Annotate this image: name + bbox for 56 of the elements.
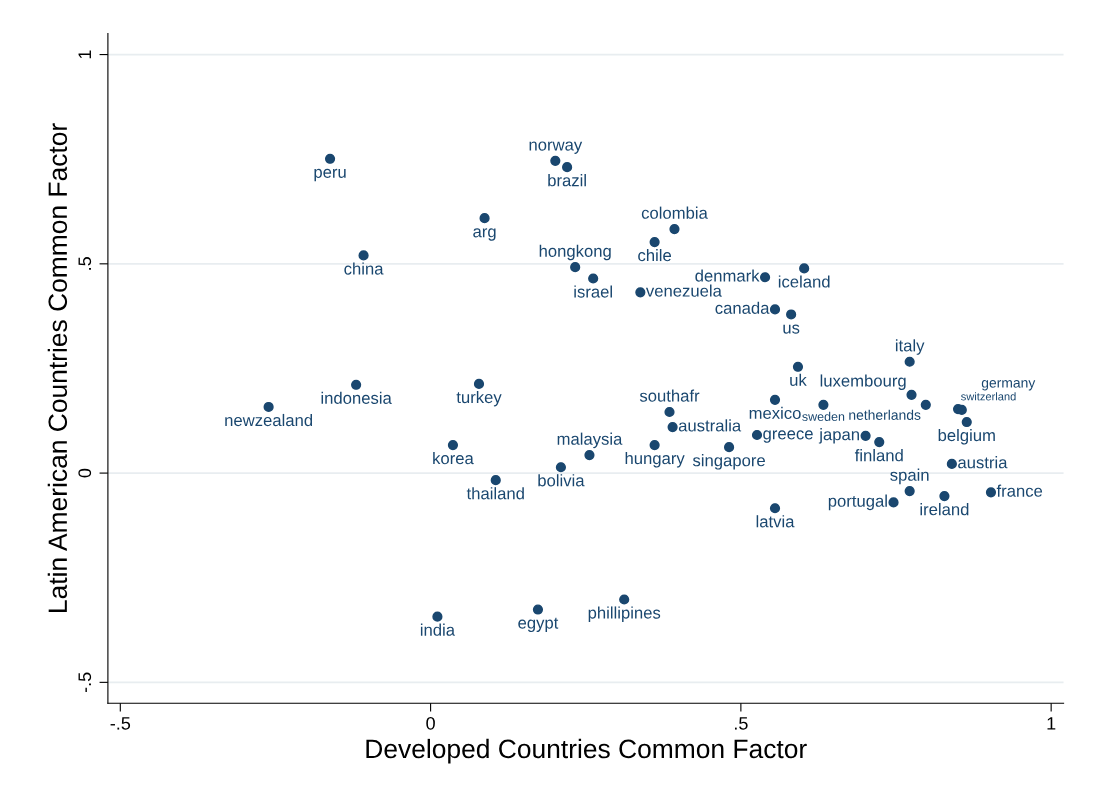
series-label: belgium: [938, 428, 995, 445]
series-label: mexico: [749, 406, 801, 420]
series-label: portugal: [828, 494, 887, 511]
series-label: thailand: [466, 487, 524, 500]
series-label: hungary: [625, 451, 685, 468]
series-label: korea: [433, 451, 474, 465]
series-label: greece: [763, 430, 813, 443]
series-label: latvia: [756, 515, 795, 528]
series-label: indonesia: [321, 391, 392, 404]
series-label: bolivia: [538, 474, 585, 487]
x-tick-label: 1: [1047, 717, 1056, 730]
series-label: southafr: [639, 389, 700, 402]
series-label: sweden: [802, 411, 845, 421]
series-label: canada: [715, 301, 770, 314]
x-tick-label: .5: [734, 717, 748, 730]
series-label: iceland: [778, 275, 830, 288]
series-label: brazil: [548, 174, 586, 187]
series-label: colombia: [641, 206, 708, 219]
series-label: israel: [574, 285, 612, 298]
series-label: arg: [473, 228, 496, 241]
x-axis-title: Developed Countries Common Factor: [366, 738, 807, 764]
x-tick-label: 0: [426, 716, 435, 730]
series-label: egypt: [518, 617, 559, 633]
series-label: chile: [638, 249, 672, 262]
series-label: malaysia: [557, 432, 623, 449]
series-label: venezuela: [645, 284, 722, 297]
series-label: finland: [854, 449, 903, 462]
series-label: switzerland: [961, 392, 1016, 401]
series-label: norway: [529, 141, 583, 154]
y-axis-title: Latin American Countries Common Factor: [47, 123, 68, 612]
series-label: ireland: [920, 503, 969, 516]
series-label: china: [344, 262, 384, 275]
series-label: peru: [314, 168, 346, 182]
y-tick-label: -.5: [78, 672, 92, 693]
series-label: japan: [818, 428, 859, 444]
series-label: turkey: [456, 390, 502, 407]
series-label: italy: [895, 339, 925, 355]
series-label: germany: [981, 380, 1036, 391]
series-label: us: [783, 324, 800, 334]
series-label: australia: [678, 419, 742, 432]
series-label: newzealand: [225, 413, 313, 427]
series-label: phillipines: [588, 606, 661, 622]
y-tick-label: 1: [78, 50, 91, 59]
series-label: austria: [958, 456, 1008, 469]
series-label: spain: [890, 468, 929, 485]
series-label: singapore: [692, 454, 765, 470]
series-label: netherlands: [849, 409, 921, 420]
series-label: hongkong: [539, 244, 611, 261]
x-tick-label: -.5: [110, 717, 131, 730]
series-label: india: [420, 623, 456, 636]
y-tick-label: 0: [78, 468, 92, 478]
y-tick-label: .5: [78, 257, 92, 270]
series-label: france: [996, 484, 1043, 497]
series-label: uk: [790, 373, 807, 386]
series-label: luxembourg: [820, 374, 906, 390]
series-label: denmark: [695, 269, 760, 282]
